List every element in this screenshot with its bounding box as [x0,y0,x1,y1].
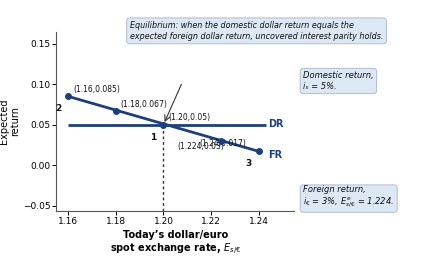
Title: FX Market: FX Market [142,17,209,31]
Text: DR: DR [268,119,284,129]
Text: 3: 3 [246,159,252,168]
Text: Equilibrium: when the domestic dollar return equals the
expected foreign dollar : Equilibrium: when the domestic dollar re… [130,21,383,40]
Text: (1.16,0.085): (1.16,0.085) [73,85,120,94]
Text: (1.18,0.067): (1.18,0.067) [120,100,168,109]
X-axis label: Today’s dollar/euro
spot exchange rate, $E_{s/€}$: Today’s dollar/euro spot exchange rate, … [110,230,241,257]
Text: Foreign return,
$i_{€}$ = 3%, $E^{e}_{s/€}$ = 1.224.: Foreign return, $i_{€}$ = 3%, $E^{e}_{s/… [303,185,394,209]
Text: (1.224,0.03): (1.224,0.03) [178,143,225,152]
Text: (1.20,0.05): (1.20,0.05) [168,113,210,122]
Text: (1.24,0.017): (1.24,0.017) [199,139,246,148]
Text: 1: 1 [150,133,156,142]
Text: FR: FR [268,150,282,160]
Text: 2: 2 [55,104,61,113]
Y-axis label: Expected
return: Expected return [0,99,20,144]
Text: Domestic return,
iₛ = 5%.: Domestic return, iₛ = 5%. [303,71,374,91]
